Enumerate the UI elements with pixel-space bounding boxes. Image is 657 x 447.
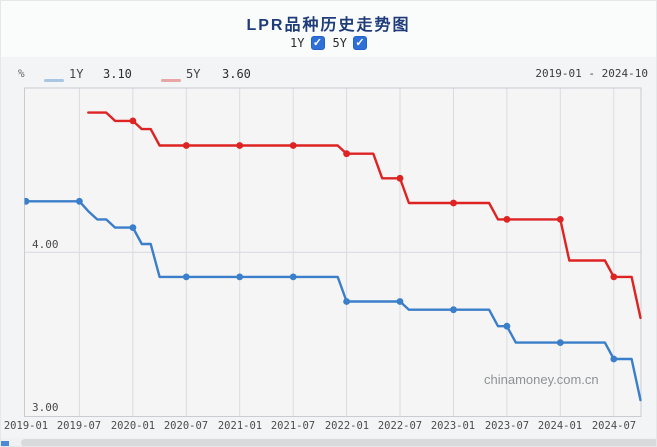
y-axis-label-3: 3.00 (32, 401, 59, 414)
x-axis-label: 2019-07 (56, 420, 102, 432)
x-axis-label: 2022-07 (377, 420, 423, 432)
toggle-label-1y: 1Y (290, 35, 305, 50)
checkbox-1y[interactable]: ✓ (310, 35, 325, 50)
horizontal-scrollbar-thumb[interactable] (21, 439, 656, 446)
toggle-label-5y: 5Y (332, 35, 347, 50)
y-axis-unit: % (18, 67, 25, 80)
x-axis-label: 2024-07 (591, 420, 637, 432)
x-axis-label: 2019-01 (3, 420, 49, 432)
bottom-left-corner-marker (1, 441, 9, 446)
checkbox-5y[interactable]: ✓ (352, 35, 367, 50)
series-toggles: 1Y ✓ 5Y ✓ (1, 34, 656, 51)
legend-value-1y: 3.10 (103, 67, 132, 81)
x-axis-label: 2021-01 (217, 420, 263, 432)
x-axis-label: 2021-07 (270, 420, 316, 432)
x-axis-label: 2020-01 (110, 420, 156, 432)
legend-label-5y: 5Y (186, 67, 201, 81)
legend-line-5y-icon (161, 79, 181, 82)
legend-label-1y: 1Y (69, 67, 84, 81)
x-axis-label: 2023-01 (430, 420, 476, 432)
x-axis: 2019-01 2019-07 2020-01 2020-07 2021-01 2021-… (1, 420, 656, 434)
title-band (1, 1, 656, 57)
check-icon: ✓ (312, 36, 323, 49)
chart-title: LPR品种历史走势图 (246, 17, 411, 34)
x-axis-label: 2023-07 (484, 420, 530, 432)
y-axis-label-4: 4.00 (32, 238, 59, 251)
x-axis-label: 2024-01 (537, 420, 583, 432)
date-range: 2019-01 - 2024-10 (535, 67, 648, 80)
watermark: chinamoney.com.cn (484, 372, 599, 387)
legend-line-1y-icon (44, 79, 64, 82)
x-axis-label: 2020-07 (163, 420, 209, 432)
x-axis-label: 2022-01 (324, 420, 370, 432)
legend-value-5y: 3.60 (222, 67, 251, 81)
check-icon: ✓ (355, 36, 365, 49)
